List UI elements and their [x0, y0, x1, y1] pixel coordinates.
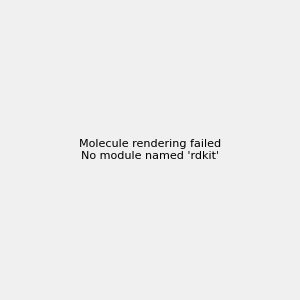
- Text: Molecule rendering failed
No module named 'rdkit': Molecule rendering failed No module name…: [79, 139, 221, 161]
